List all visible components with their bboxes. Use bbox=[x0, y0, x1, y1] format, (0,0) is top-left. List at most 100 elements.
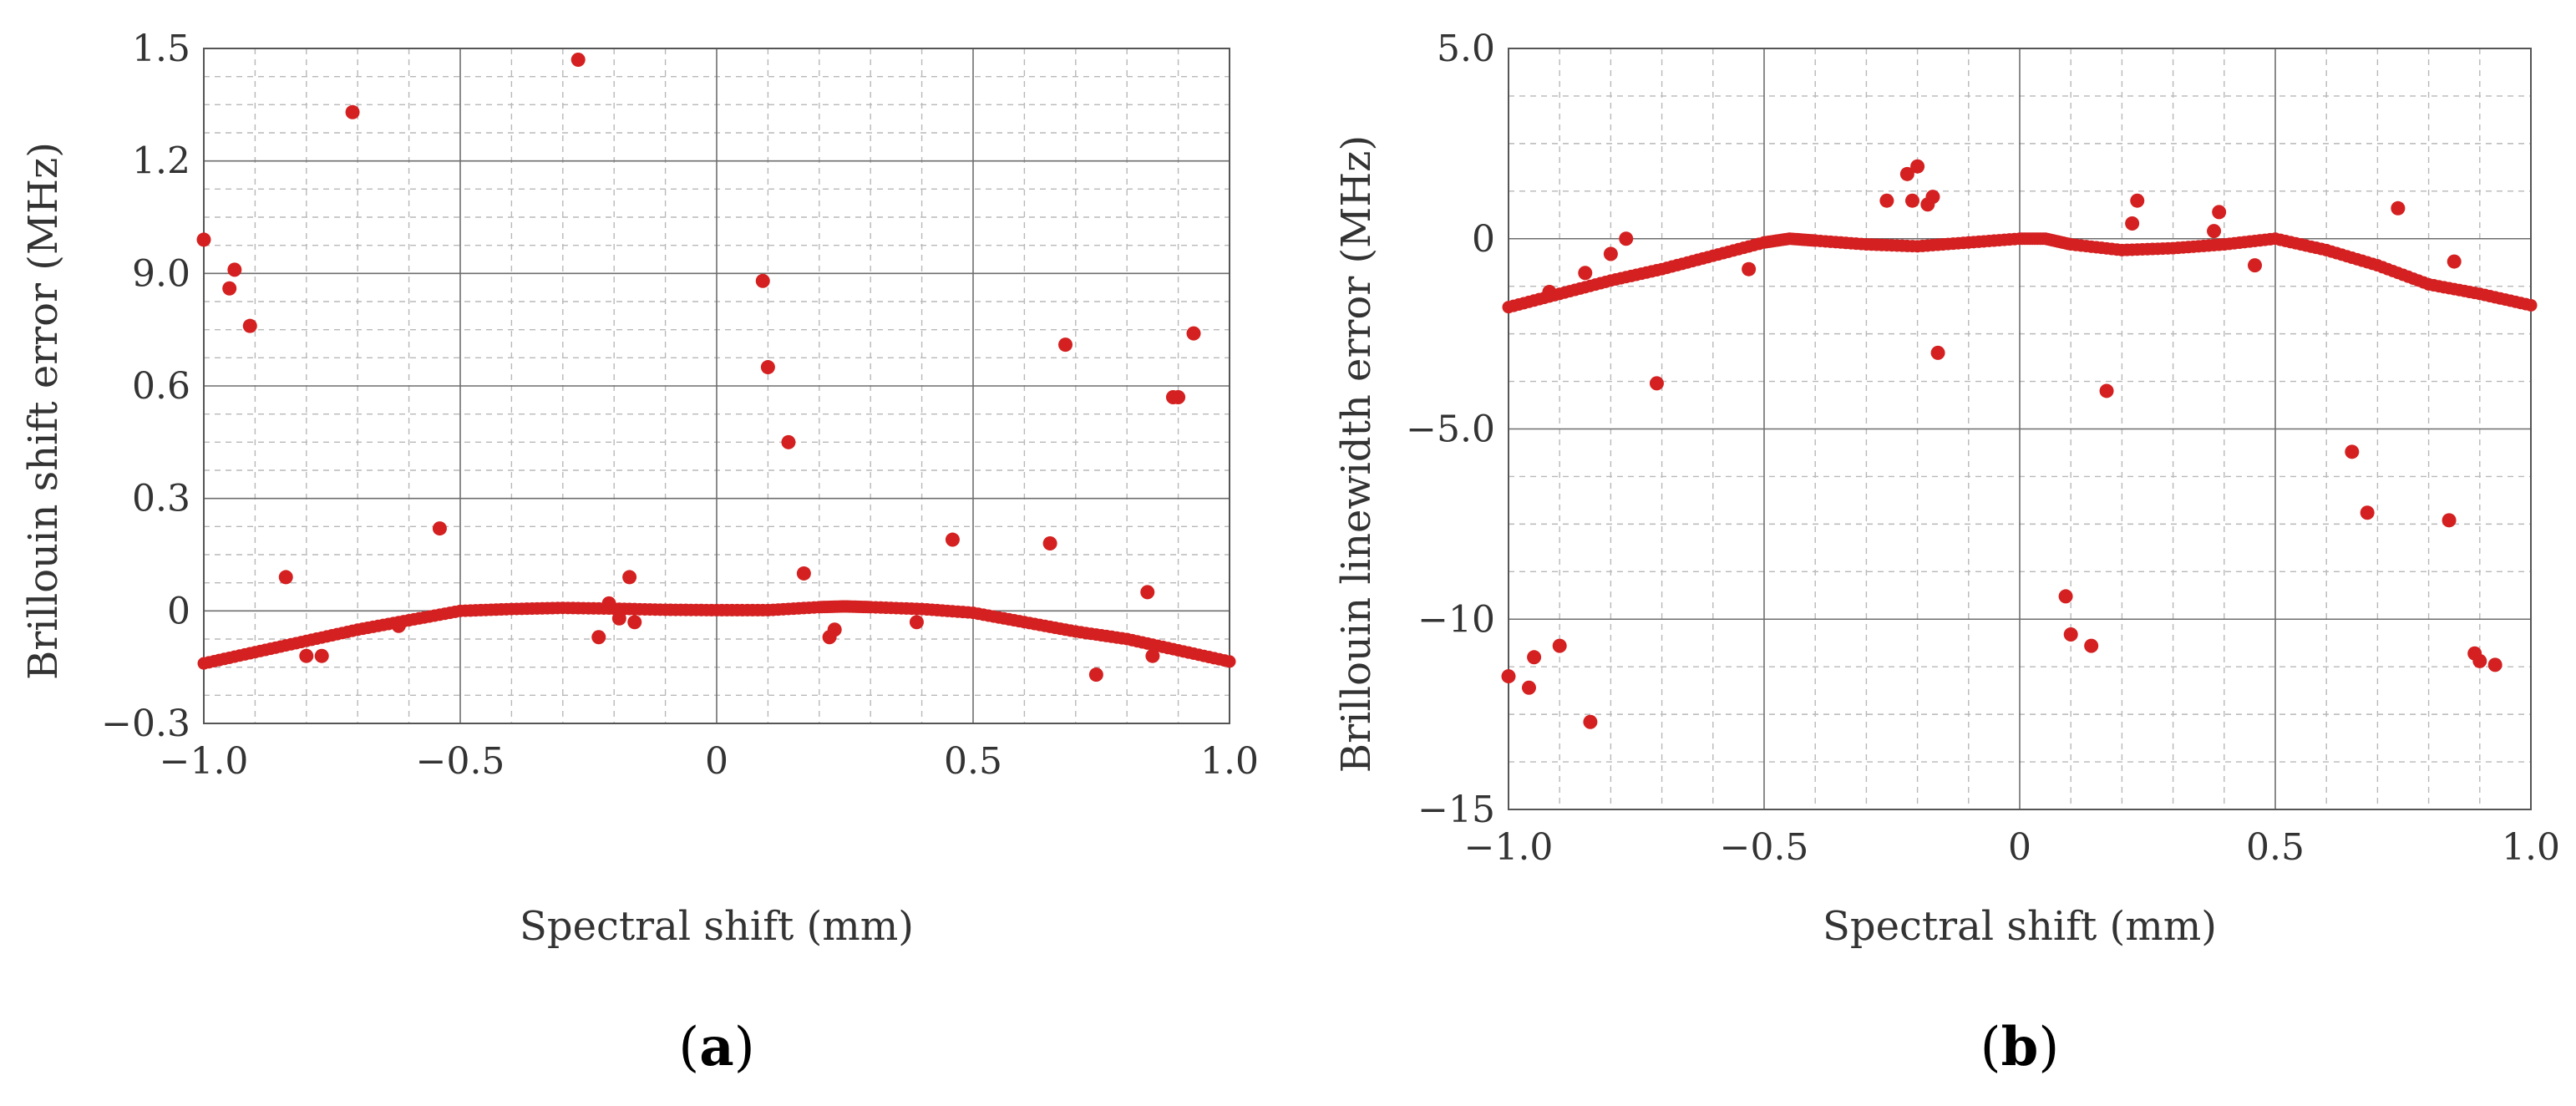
outlier-point bbox=[796, 566, 811, 581]
outlier-points bbox=[196, 52, 1201, 682]
outlier-point bbox=[1521, 680, 1536, 695]
outlier-point bbox=[2442, 513, 2457, 528]
x-tick-label: 0.5 bbox=[2246, 826, 2305, 869]
outlier-point bbox=[1542, 285, 1557, 300]
y-tick-label: −0.3 bbox=[101, 703, 190, 745]
outlier-point bbox=[611, 611, 626, 626]
x-tick-label: 0 bbox=[2008, 826, 2031, 869]
outlier-point bbox=[2130, 193, 2145, 208]
outlier-point bbox=[1527, 650, 1542, 665]
x-tick-label: −0.5 bbox=[416, 740, 505, 783]
outlier-point bbox=[945, 532, 960, 547]
y-axis-title: Brillouin linewidth error (MHz) bbox=[1333, 135, 1380, 773]
x-axis-title: Spectral shift (mm) bbox=[1823, 903, 2217, 950]
y-tick-label: 1.5 bbox=[132, 28, 190, 70]
outlier-point bbox=[227, 262, 242, 277]
y-tick-label: −10 bbox=[1417, 598, 1495, 641]
outlier-point bbox=[1578, 266, 1593, 281]
y-tick-label: 9.0 bbox=[132, 252, 190, 295]
outlier-point bbox=[2360, 505, 2375, 520]
outlier-point bbox=[1879, 193, 1894, 208]
x-axis-title: Spectral shift (mm) bbox=[520, 903, 914, 950]
outlier-point bbox=[314, 648, 329, 663]
systematic-error-curve bbox=[197, 600, 1236, 670]
outlier-point bbox=[2125, 216, 2140, 231]
y-tick-label: −5.0 bbox=[1406, 408, 1495, 451]
panel-label-close: ) bbox=[2038, 1017, 2059, 1078]
outlier-points bbox=[1501, 159, 2502, 729]
x-tick-label: −0.5 bbox=[1720, 826, 1809, 869]
outlier-point bbox=[1058, 337, 1073, 353]
outlier-point bbox=[1910, 159, 1925, 174]
outlier-point bbox=[196, 232, 211, 247]
curve-point bbox=[1223, 655, 1236, 668]
outlier-point bbox=[391, 618, 406, 633]
panel-label-letter: a bbox=[699, 1016, 733, 1078]
plot-frame bbox=[1508, 48, 2532, 810]
outlier-point bbox=[432, 521, 447, 536]
outlier-point bbox=[1904, 193, 1919, 208]
outlier-point bbox=[627, 615, 642, 630]
outlier-point bbox=[345, 104, 360, 119]
outlier-point bbox=[1145, 648, 1160, 663]
outlier-point bbox=[622, 570, 637, 585]
outlier-point bbox=[1186, 326, 1201, 341]
outlier-point bbox=[1171, 389, 1186, 404]
x-tick-label: −1.0 bbox=[160, 740, 249, 783]
panel-label-close: ) bbox=[734, 1017, 755, 1078]
outlier-point bbox=[2084, 638, 2099, 653]
outlier-point bbox=[1583, 714, 1598, 729]
outlier-point bbox=[1742, 261, 1757, 276]
outlier-point bbox=[827, 622, 842, 637]
systematic-error-curve bbox=[1502, 232, 2538, 314]
y-tick-label: 1.2 bbox=[132, 140, 190, 183]
x-tick-label: 0 bbox=[705, 740, 728, 783]
y-axis-title: Brillouin shift error (MHz) bbox=[20, 142, 67, 680]
y-tick-label: −15 bbox=[1417, 789, 1495, 831]
y-tick-label: 0 bbox=[167, 590, 190, 632]
y-tick-label: 0.6 bbox=[132, 365, 190, 408]
outlier-point bbox=[2099, 383, 2114, 398]
panel-label-open: ( bbox=[1980, 1017, 2001, 1078]
y-tick-label: 5.0 bbox=[1437, 28, 1495, 70]
y-tick-label: 0 bbox=[1472, 218, 1495, 261]
x-tick-label: 0.5 bbox=[944, 740, 1002, 783]
outlier-point bbox=[2345, 444, 2360, 459]
outlier-point bbox=[2447, 254, 2462, 269]
x-tick-label: 1.0 bbox=[1200, 740, 1259, 783]
outlier-point bbox=[755, 273, 770, 288]
outlier-point bbox=[2063, 627, 2078, 642]
curve-point bbox=[2524, 298, 2538, 312]
outlier-point bbox=[2472, 653, 2487, 668]
outlier-point bbox=[242, 318, 257, 333]
outlier-point bbox=[2391, 200, 2406, 216]
outlier-point bbox=[1930, 345, 1945, 360]
x-tick-label: 1.0 bbox=[2502, 826, 2560, 869]
outlier-point bbox=[222, 281, 237, 296]
outlier-point bbox=[760, 360, 775, 375]
outlier-point bbox=[1140, 585, 1155, 600]
outlier-point bbox=[1501, 669, 1516, 684]
outlier-point bbox=[591, 630, 606, 645]
outlier-point bbox=[2248, 258, 2263, 273]
outlier-point bbox=[299, 648, 314, 663]
outlier-point bbox=[278, 570, 293, 585]
panel-a: −1.0 −0.5 0 0.5 1.0 −0.3 0 0.3 0.6 9.0 1.2 1.5 Spect… bbox=[20, 28, 1259, 1078]
outlier-point bbox=[1899, 166, 1914, 181]
outlier-point bbox=[2212, 205, 2227, 220]
panel-b: −1.0 −0.5 0 0.5 1.0 −15 −10 −5.0 0 5.0 Spectral sh… bbox=[1333, 28, 2560, 1078]
outlier-point bbox=[1603, 246, 1618, 261]
y-tick-label: 0.3 bbox=[132, 478, 190, 520]
outlier-point bbox=[2207, 224, 2222, 239]
outlier-point bbox=[1649, 376, 1664, 391]
outlier-point bbox=[909, 615, 924, 630]
x-tick-label: −1.0 bbox=[1464, 826, 1554, 869]
outlier-point bbox=[781, 434, 796, 449]
panel-label: (b) bbox=[1980, 1016, 2060, 1078]
outlier-point bbox=[1619, 231, 1634, 246]
outlier-point bbox=[1925, 190, 1940, 205]
outlier-point bbox=[1042, 536, 1057, 551]
plot-frame bbox=[203, 48, 1230, 724]
outlier-point bbox=[570, 52, 586, 67]
